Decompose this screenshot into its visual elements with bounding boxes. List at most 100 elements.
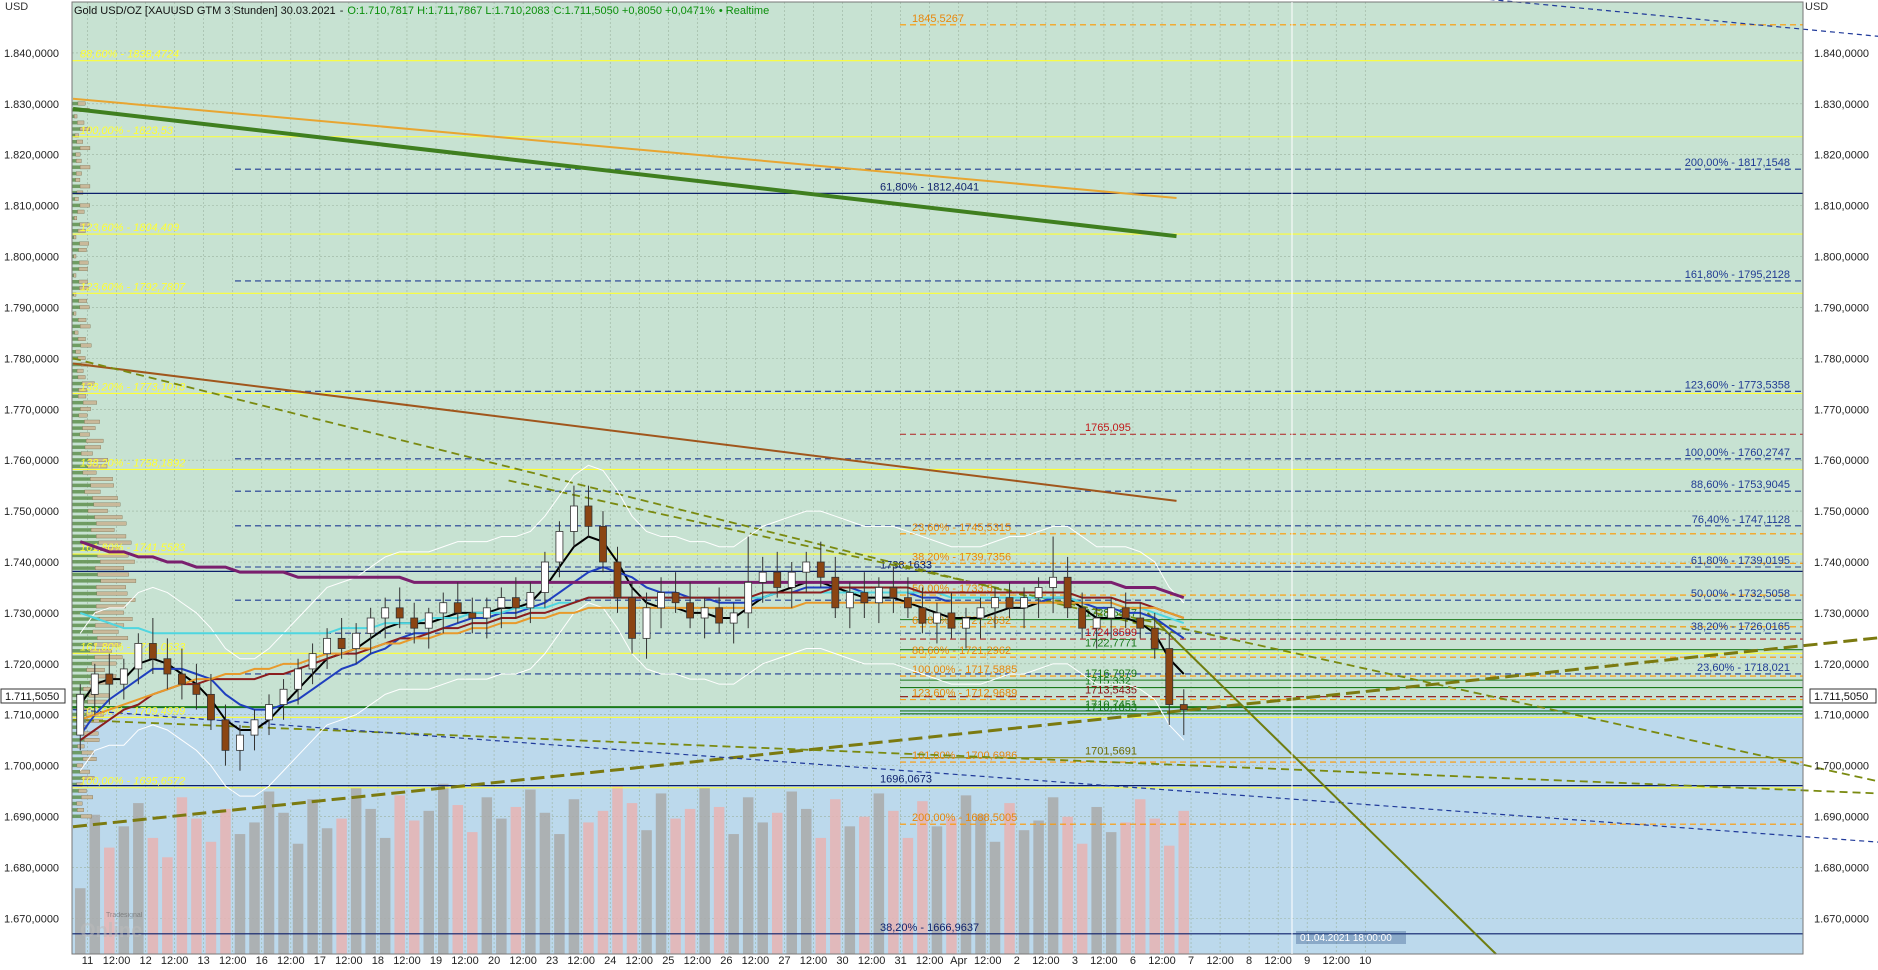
volume-profile-bar — [72, 318, 79, 322]
volume-profile-bar — [72, 146, 81, 150]
volume-profile-bar — [78, 248, 87, 252]
volume-bar — [118, 826, 130, 954]
x-tick-label: 12:00 — [742, 955, 770, 967]
fib-level-label: 61,80% - 1812,4041 — [880, 181, 979, 193]
volume-profile-bar — [72, 566, 96, 570]
volume-profile-bar — [79, 203, 90, 208]
volume-profile-bar — [77, 375, 86, 380]
fib-level-label: 200,00% - 1688,5005 — [912, 812, 1017, 824]
volume-profile-bar — [72, 311, 74, 316]
currency-label-left: USD — [5, 1, 28, 13]
volume-bar — [684, 808, 696, 954]
volume-profile-bar — [79, 432, 90, 437]
volume-profile-bar — [82, 400, 97, 405]
candle-body — [555, 531, 564, 563]
volume-profile-bar — [72, 776, 83, 780]
volume-profile-bar — [72, 280, 79, 284]
tradesignal-watermark: Tradesignal Online — [80, 912, 143, 942]
x-tick-label: 6 — [1130, 955, 1136, 967]
candle-body — [845, 592, 854, 609]
volume-profile-bar — [72, 763, 77, 768]
volume-profile-bar — [84, 445, 101, 450]
volume-profile-bar — [72, 668, 87, 672]
volume-bar — [525, 789, 536, 954]
volume-profile-bar — [72, 814, 81, 819]
y-tick-label-left: 1.780,0000 — [4, 353, 59, 365]
volume-profile-bar — [72, 655, 95, 659]
volume-profile-bar — [72, 350, 76, 354]
y-tick-label-left: 1.700,0000 — [4, 761, 59, 773]
candle-body — [468, 612, 477, 619]
volume-profile-bar — [72, 623, 96, 628]
volume-bar — [408, 820, 420, 954]
candle-body — [642, 607, 651, 639]
volume-bar — [1018, 830, 1030, 954]
volume-profile-bar — [72, 273, 74, 278]
volume-profile-bar — [72, 222, 80, 227]
candle-body — [831, 576, 840, 609]
fib-level-label: 138,20% - 1773,1018 — [80, 381, 186, 393]
x-tick-label: 17 — [314, 955, 326, 967]
volume-profile-bar — [82, 426, 96, 431]
volume-profile-bar — [72, 381, 83, 386]
volume-profile-bar — [96, 534, 127, 539]
fib-level-label: 38,20% - 1726,0165 — [1691, 621, 1790, 633]
instrument-title: Gold USD/OZ [XAUUSD GTM 3 Stunden] 30.03… — [74, 5, 769, 17]
fib-level-label: 123,60% - 1792,7807 — [80, 281, 186, 293]
volume-profile-bar — [72, 674, 92, 679]
volume-profile-bar — [73, 273, 77, 278]
volume-profile-bar — [76, 139, 83, 144]
watermark-brand: Tradesignal — [106, 912, 143, 919]
volume-profile-bar — [72, 203, 80, 208]
y-tick-label-left: 1.750,0000 — [4, 506, 59, 518]
volume-profile-bar — [79, 305, 90, 310]
volume-profile-bar — [72, 216, 75, 220]
y-tick-label-right: 1.700,0000 — [1814, 761, 1869, 773]
volume-profile-bar — [96, 585, 126, 590]
x-tick-label: 19 — [430, 955, 442, 967]
y-tick-label-right: 1.750,0000 — [1814, 506, 1869, 518]
volume-bar — [539, 812, 551, 954]
volume-bar — [1004, 803, 1015, 954]
candle-body — [105, 673, 114, 685]
volume-profile-bar — [72, 305, 80, 309]
volume-profile-bar — [72, 687, 84, 691]
x-tick-label: 12:00 — [393, 955, 421, 967]
volume-profile-bar — [90, 528, 115, 532]
y-tick-label-right: 1.830,0000 — [1814, 99, 1869, 111]
volume-profile-bar — [72, 299, 79, 303]
plot-frame — [71, 1, 1804, 955]
x-tick-label: 12:00 — [974, 955, 1002, 967]
x-tick-label: 12:00 — [800, 955, 828, 967]
volume-profile-bar — [72, 515, 95, 519]
volume-profile-bar — [78, 298, 87, 303]
x-tick-label: 12:00 — [451, 955, 479, 967]
volume-profile-bar — [72, 534, 97, 539]
fib-level-label: 23,60% - 1718,021 — [1697, 662, 1790, 674]
volume-bar — [423, 810, 434, 954]
volume-bar — [1091, 806, 1102, 954]
trend-line — [508, 479, 1878, 783]
fib-level-label: 100,00% - 1823,53 — [80, 125, 174, 137]
y-tick-label-left: 1.680,0000 — [4, 862, 59, 874]
candle-body — [410, 617, 419, 629]
volume-profile-bar — [72, 388, 79, 392]
y-tick-label-left: 1.740,0000 — [4, 557, 59, 569]
candle-body — [1063, 576, 1072, 609]
candle-body — [657, 592, 665, 609]
volume-profile-bar — [72, 744, 78, 749]
volume-profile-bar — [73, 292, 77, 297]
volume-profile-bar — [77, 120, 85, 125]
volume-bar — [292, 843, 304, 954]
fib-level-label: 76,40% - 1747,1128 — [1692, 514, 1790, 526]
x-tick-label: 12 — [139, 955, 151, 967]
volume-profile-bar — [74, 330, 79, 335]
candle-body — [1005, 597, 1014, 609]
volume-bar — [655, 793, 667, 954]
fib-level-label: 50,00% - 1732,5058 — [1691, 588, 1790, 600]
y-tick-label-left: 1.710,0000 — [4, 710, 59, 722]
y-tick-label-left: 1.840,0000 — [4, 48, 59, 60]
volume-bar — [307, 799, 318, 954]
